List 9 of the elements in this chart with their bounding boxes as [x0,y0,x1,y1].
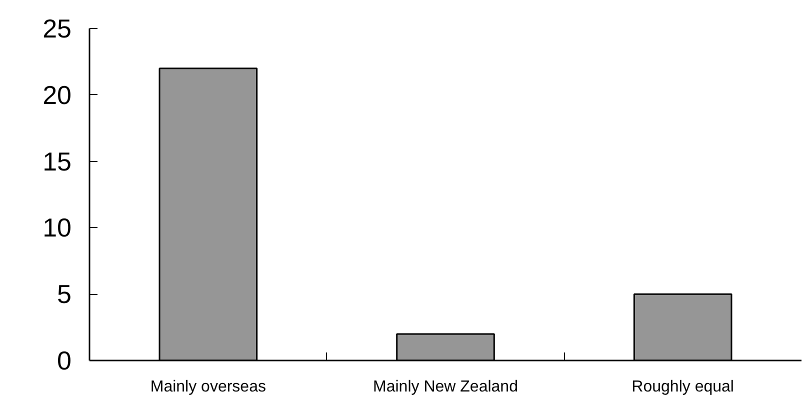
y-tick-label: 5 [57,279,72,310]
x-tick-label: Roughly equal [632,378,734,396]
y-tick-label: 0 [57,346,72,376]
y-tick-label: 25 [42,14,72,44]
y-tick-label: 10 [42,212,72,243]
y-tick-label: 20 [42,80,72,110]
y-tick-label: 15 [42,146,72,176]
x-tick-label: Mainly New Zealand [373,378,518,396]
x-tick-label: Mainly overseas [150,378,266,396]
